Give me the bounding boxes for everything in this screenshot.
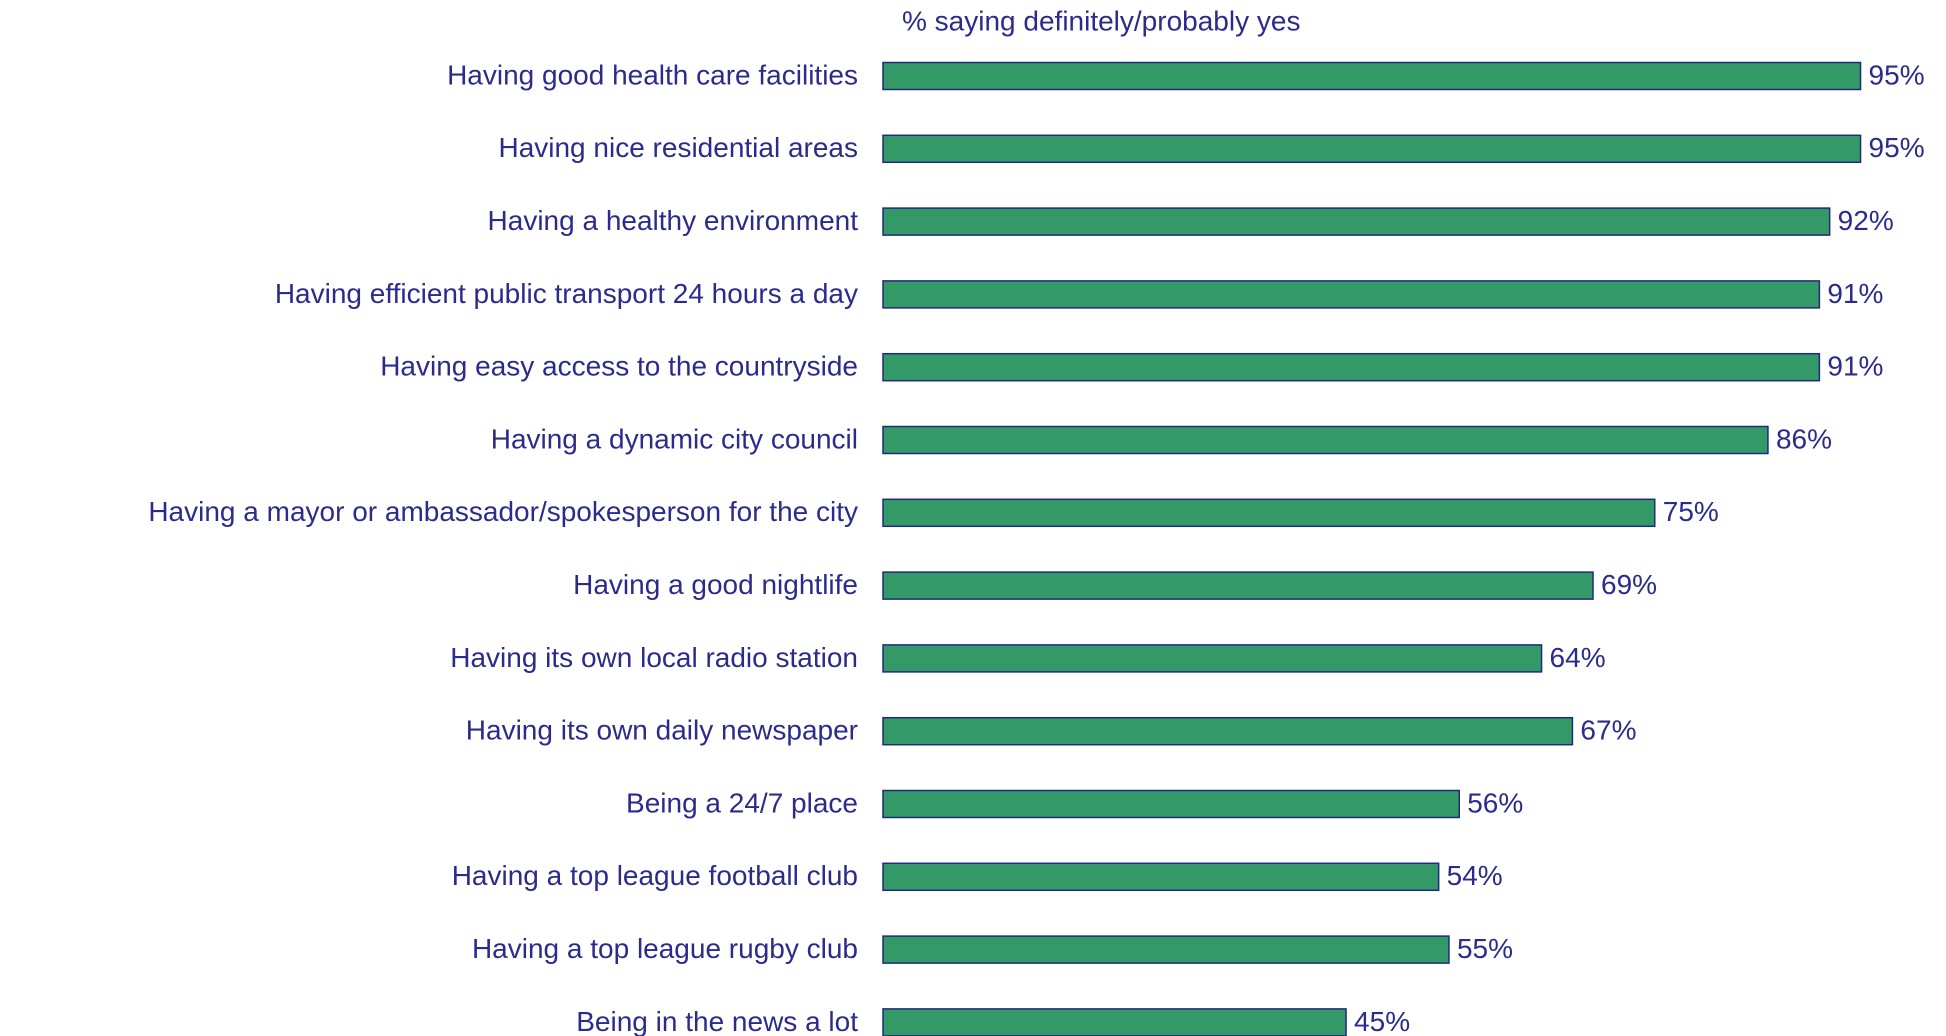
category-label: Having easy access to the countryside (380, 351, 858, 382)
value-label: 69% (1601, 569, 1657, 600)
value-label: 54% (1447, 860, 1503, 891)
value-label: 55% (1457, 933, 1513, 964)
value-label: 91% (1827, 278, 1883, 309)
value-label: 86% (1776, 423, 1832, 454)
bar (882, 280, 1821, 309)
bar (882, 644, 1543, 673)
value-label: 91% (1827, 351, 1883, 382)
bar (882, 1008, 1347, 1036)
category-label: Having its own daily newspaper (466, 715, 858, 746)
value-label: 56% (1467, 787, 1523, 818)
category-label: Having a mayor or ambassador/spokesperso… (148, 496, 858, 527)
value-label: 64% (1550, 642, 1606, 673)
category-label: Having efficient public transport 24 hou… (275, 278, 858, 309)
category-label: Having a healthy environment (488, 205, 859, 236)
value-label: 75% (1663, 496, 1719, 527)
category-label: Having a dynamic city council (491, 423, 858, 454)
bar (882, 862, 1440, 892)
bar (882, 352, 1821, 382)
value-label: 95% (1869, 59, 1925, 90)
bar (882, 498, 1656, 528)
category-label: Having good health care facilities (447, 59, 858, 90)
bar (882, 571, 1594, 600)
chart-subtitle: % saying definitely/probably yes (902, 5, 1300, 36)
bar (882, 935, 1450, 964)
category-label: Having nice residential areas (498, 132, 858, 163)
bar (882, 716, 1574, 746)
category-label: Being in the news a lot (576, 1006, 858, 1036)
category-label: Having a good nightlife (573, 569, 858, 600)
value-label: 95% (1869, 132, 1925, 163)
bar (882, 134, 1862, 164)
category-label: Having its own local radio station (450, 642, 858, 673)
bar (882, 61, 1862, 91)
category-label: Being a 24/7 place (626, 787, 858, 818)
bar (882, 789, 1460, 819)
category-label: Having a top league rugby club (472, 933, 858, 964)
bar (882, 425, 1769, 455)
value-label: 45% (1354, 1006, 1410, 1036)
category-label: Having a top league football club (452, 860, 858, 891)
value-label: 92% (1838, 205, 1894, 236)
bar (882, 207, 1831, 236)
value-label: 67% (1580, 715, 1636, 746)
